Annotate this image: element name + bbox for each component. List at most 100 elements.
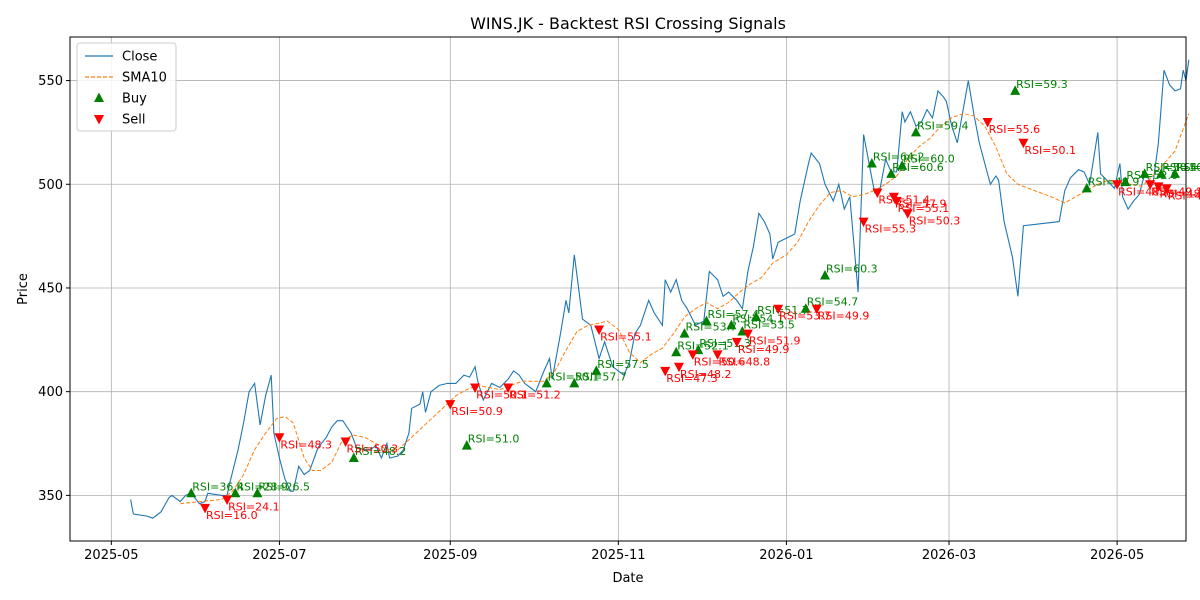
sma10-line xyxy=(180,113,1190,505)
sell-rsi-label: RSI=50.1 xyxy=(476,389,528,402)
buy-rsi-label: RSI=26.5 xyxy=(258,480,310,493)
buy-marker xyxy=(726,319,737,330)
sell-marker xyxy=(1145,180,1156,190)
buy-rsi-label: RSI=52.1 xyxy=(677,339,729,352)
buy-marker xyxy=(186,487,197,498)
sell-marker xyxy=(470,383,481,394)
buy-marker xyxy=(1139,168,1150,178)
sell-marker xyxy=(687,350,698,360)
x-tick-label: 2025-11 xyxy=(591,548,645,563)
sell-rsi-label: RSI=16.0 xyxy=(206,509,258,522)
buy-rsi-label: RSI=59.3 xyxy=(1016,78,1068,91)
legend-sell-swatch xyxy=(94,115,104,125)
buy-rsi-label: RSI=60.0 xyxy=(903,153,955,166)
sell-marker xyxy=(742,329,753,340)
buy-rsi-label: RSI=50.4 xyxy=(1146,161,1198,174)
buy-marker xyxy=(541,377,552,388)
buy-marker xyxy=(252,487,263,498)
x-tick-label: 2026-05 xyxy=(1090,548,1144,563)
y-tick-label: 550 xyxy=(38,74,63,89)
buy-rsi-label: RSI=48.2 xyxy=(355,445,407,458)
sell-rsi-label: RSI=50.3 xyxy=(347,442,399,455)
sell-marker xyxy=(660,366,671,377)
sell-marker xyxy=(902,209,913,219)
sell-marker xyxy=(594,325,605,335)
sell-rsi-label: RSI=48.2 xyxy=(680,368,732,381)
sell-rsi-label: RSI=48.3 xyxy=(280,438,332,451)
sell-marker xyxy=(673,362,684,373)
x-tick-label: 2026-01 xyxy=(759,548,813,563)
sell-rsi-label: RSI=48.4 xyxy=(1168,189,1200,202)
buy-rsi-label: RSI=57.7 xyxy=(575,370,627,383)
sell-marker xyxy=(222,495,233,506)
buy-marker xyxy=(886,168,897,178)
sell-marker xyxy=(712,350,723,360)
buy-rsi-label: RSI=51.0 xyxy=(468,433,520,446)
buy-rsi-label: RSI=59.4 xyxy=(917,119,969,132)
grid xyxy=(70,37,1186,541)
sell-rsi-label: RSI=55.1 xyxy=(600,330,652,343)
sell-rsi-label: RSI=49.1 xyxy=(1151,185,1200,198)
buy-marker xyxy=(910,126,921,137)
buy-marker xyxy=(671,346,682,357)
sell-marker xyxy=(1112,180,1123,190)
sell-marker xyxy=(503,383,514,394)
buy-marker xyxy=(1169,168,1180,178)
sell-marker xyxy=(858,217,869,228)
sell-rsi-label: RSI=55.3 xyxy=(865,223,917,236)
sell-rsi-label: RSI=50.9 xyxy=(451,405,503,418)
x-axis-label: Date xyxy=(612,571,643,586)
sell-marker xyxy=(1161,184,1172,194)
legend-box xyxy=(76,42,177,132)
sell-marker xyxy=(731,337,742,348)
sell-rsi-label: RSI=50.1 xyxy=(1024,144,1076,157)
buy-rsi-label: RSI=36.4 xyxy=(192,480,244,493)
sell-rsi-label: RSI=50.6 xyxy=(694,355,746,368)
chart-title: WINS.JK - Backtest RSI Crossing Signals xyxy=(470,14,786,33)
buy-marker xyxy=(1156,168,1167,178)
sell-rsi-label: RSI=55.6 xyxy=(989,123,1041,136)
close-price-line xyxy=(130,59,1190,519)
sell-marker xyxy=(445,400,456,410)
buy-rsi-label: RSI=50.5 xyxy=(1162,161,1200,174)
buy-marker xyxy=(1081,182,1092,193)
buy-marker xyxy=(230,487,241,498)
buy-rsi-label: RSI=52.0 xyxy=(1126,169,1178,182)
sell-rsi-label: RSI=51.2 xyxy=(509,389,561,402)
buy-marker xyxy=(866,158,877,168)
buy-marker xyxy=(1120,176,1131,187)
buy-rsi-label: RSI=60.6 xyxy=(892,161,944,174)
sell-marker xyxy=(811,304,822,315)
sell-rsi-label: RSI=48.8 xyxy=(719,355,771,368)
sell-marker xyxy=(773,304,784,315)
sell-rsi-label: RSI=51.9 xyxy=(749,335,801,348)
sell-rsi-label: RSI=57.9 xyxy=(895,198,947,211)
buy-rsi-label: RSI=64.2 xyxy=(873,151,925,164)
y-tick-label: 350 xyxy=(38,489,63,504)
legend-buy-swatch xyxy=(94,92,104,102)
buy-marker xyxy=(751,311,762,321)
sell-marker xyxy=(274,433,285,443)
y-tick-label: 400 xyxy=(38,385,63,400)
tick-layer: 2025-05 2025-07 2025-09 2025-11 2026-01 2026-… xyxy=(38,74,1144,563)
legend-label-sell: Sell xyxy=(122,113,145,128)
buy-marker xyxy=(348,452,359,463)
sell-marker xyxy=(1153,182,1164,192)
legend-label-close: Close xyxy=(122,50,157,65)
buy-rsi-label: RSI=50.1 xyxy=(548,370,600,383)
x-tick-label: 2025-05 xyxy=(84,548,138,563)
buy-marker xyxy=(897,160,908,170)
buy-marker xyxy=(800,303,811,313)
sell-rsi-label: RSI=48.8 xyxy=(1159,187,1200,200)
buy-marker xyxy=(679,328,690,338)
sell-rsi-label: RSI=47.3 xyxy=(666,372,718,385)
buy-marker xyxy=(701,315,712,326)
buy-rsi-label: RSI=57.4 xyxy=(708,308,760,321)
sell-marker xyxy=(982,118,993,128)
y-tick-label: 450 xyxy=(38,281,63,296)
sell-marker xyxy=(872,188,883,199)
x-tick-label: 2026-03 xyxy=(922,548,976,563)
buy-rsi-label: RSI=50.7 xyxy=(1176,161,1200,174)
